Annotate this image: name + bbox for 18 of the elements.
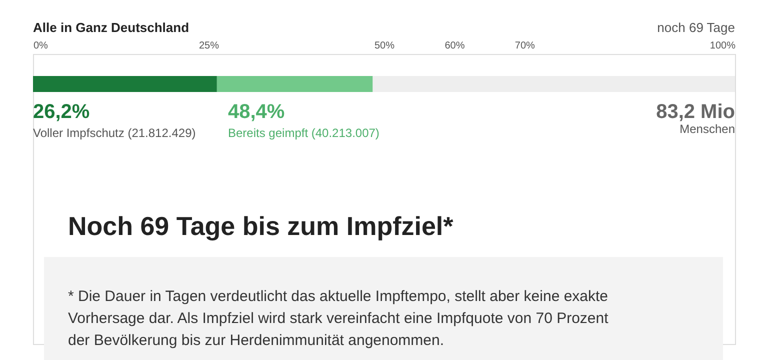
x-tick-label: 25% [198, 40, 220, 52]
text: Voller Impfschutz (21.812.429) [33, 126, 196, 140]
x-tick-label: 60% [444, 40, 465, 52]
text: 83,2 Mio [656, 101, 735, 123]
text: Noch 69 Tage bis zum Impfziel* [68, 211, 454, 241]
text: 48,4% [228, 101, 285, 123]
text: Menschen [680, 122, 735, 136]
text: * Die Dauer in Tagen verdeutlicht das aktuelle Impftempo, stellt aber keine exakte [68, 288, 608, 305]
text: Bereits geimpft (40.213.007) [228, 126, 380, 140]
text: Vorhersage dar. Als Impfziel wird stark vereinfacht eine Impfquote von 70 Prozent [68, 310, 610, 327]
x-tick-label: 0% [34, 40, 48, 52]
x-tick-label: 50% [374, 40, 395, 52]
text: noch 69 Tage [657, 20, 735, 35]
chart-title: Alle in Ganz Deutschland [33, 20, 190, 35]
text: der Bevölkerung bis zur Herdenimmunität angenommen. [68, 332, 444, 349]
text: 26,2% [33, 101, 90, 123]
x-tick-label: 70% [514, 40, 536, 52]
x-tick-label: 100% [710, 40, 736, 52]
